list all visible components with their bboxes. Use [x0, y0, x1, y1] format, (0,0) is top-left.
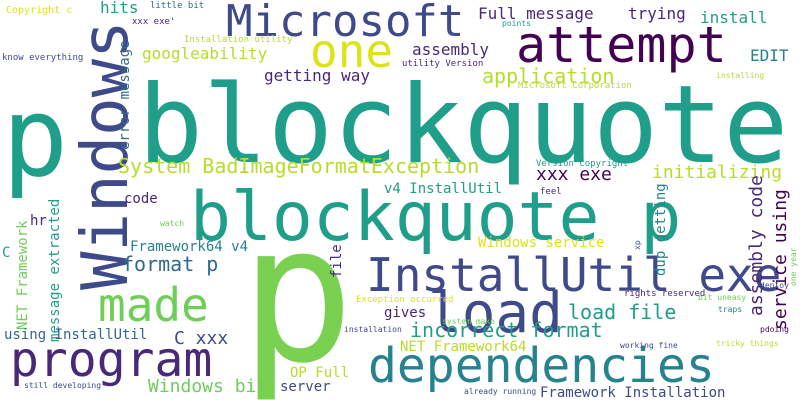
word-deploy: deploy: [760, 281, 789, 290]
word-installing: installing: [716, 71, 765, 80]
word-using-installutil: using InstallUtil: [4, 327, 148, 343]
word-windows-bit: Windows bit: [148, 376, 268, 397]
word-blockquote-p: blockquote p: [190, 178, 682, 257]
word-install: install: [700, 8, 768, 27]
word-made: made: [98, 278, 209, 332]
word-p-large: p: [240, 184, 355, 400]
word-load: load: [428, 281, 563, 346]
word-rights-reserved: rights reserved: [624, 289, 706, 299]
word-installation-utility: Installation utility: [184, 35, 293, 45]
word-installutil-exe: InstallUtil exe: [366, 248, 782, 302]
word-hr: hr: [30, 213, 47, 229]
word-service-using: service using: [770, 189, 791, 330]
word-error-message: error message: [117, 40, 133, 150]
word-know-everything: know everything: [2, 53, 84, 63]
word-still-developing: still developing: [24, 381, 102, 390]
word-little-bit: little bit: [150, 1, 205, 11]
word-assembly-code: assembly code: [746, 175, 767, 316]
word-code: code: [124, 191, 158, 207]
word-assembly: assembly: [412, 40, 490, 59]
word-windows-service: Windows service: [478, 235, 605, 251]
word-gives: gives: [384, 305, 427, 321]
word-installation: installation: [344, 325, 402, 334]
word-load-file: load file: [568, 300, 677, 324]
word-server: server: [280, 379, 331, 395]
word-format-p: format p: [122, 252, 219, 276]
word-getting-way: getting way: [264, 66, 370, 85]
word-c: C: [2, 245, 11, 261]
word-hits: hits: [100, 0, 139, 17]
word-copyright-c: Copyright c: [6, 5, 73, 16]
word-tricky-things: tricky things: [716, 339, 779, 348]
word-trying: trying: [628, 4, 686, 23]
word-application: application: [482, 64, 615, 88]
word-blockquote: blockquote: [138, 63, 789, 188]
word-system-badimageformatexception: System BadImageFormatException: [118, 154, 480, 178]
word-net-framework64: NET Framework64: [400, 339, 527, 355]
word-attempt: attempt: [516, 16, 727, 74]
word-bit-uneasy: bit uneasy: [698, 293, 747, 302]
word-microsoft: Microsoft: [226, 0, 465, 47]
word-net-framework: NET Framework: [15, 220, 31, 330]
word-feel: feel: [540, 187, 562, 197]
word-pdoing: pdoing: [760, 325, 789, 334]
word-points: points: [502, 19, 531, 28]
word-one-year: one year: [789, 247, 798, 286]
word-one: one: [310, 24, 394, 78]
word-program: program: [10, 332, 213, 388]
word-dependencies: dependencies: [368, 338, 715, 394]
word-xxx-exe: xxx exe: [536, 164, 612, 185]
word-watch: watch: [160, 219, 185, 228]
word-exception-occurred: Exception occurred: [356, 295, 454, 305]
word-working-fine: working fine: [620, 341, 678, 350]
word-already-running: already running: [464, 387, 537, 396]
word-traps: traps: [718, 305, 743, 314]
word-xxx-exe-quote: xxx exe': [132, 17, 176, 27]
word-system-make: system make: [442, 317, 495, 326]
word-googleability: googleability: [142, 44, 268, 63]
word-dup-getting: dup getting: [653, 183, 669, 276]
word-p-left: p: [2, 73, 69, 201]
word-version-copyright: Version Copyright: [536, 159, 629, 169]
word-incorrect-format: incorrect format: [410, 318, 603, 342]
word-message-extracted: message extracted: [47, 198, 63, 342]
word-c-xxx: C xxx: [174, 328, 229, 349]
word-op-full: OP Full: [290, 365, 350, 381]
word-edit: EDIT: [750, 46, 789, 65]
word-initializing: initializing: [652, 162, 783, 183]
word-microsoft-corporation: Microsoft Corporation: [518, 81, 632, 91]
word-full-message: Full message: [478, 4, 594, 23]
word-utility-version: utility Version: [402, 59, 484, 69]
word-v4-installutil: v4 InstallUtil: [384, 181, 503, 197]
word-framework-installation: Framework Installation: [540, 385, 726, 400]
word-xp: xp: [633, 240, 642, 250]
word-file: file: [329, 244, 345, 278]
word-framework64-v4: Framework64 v4: [130, 239, 249, 255]
